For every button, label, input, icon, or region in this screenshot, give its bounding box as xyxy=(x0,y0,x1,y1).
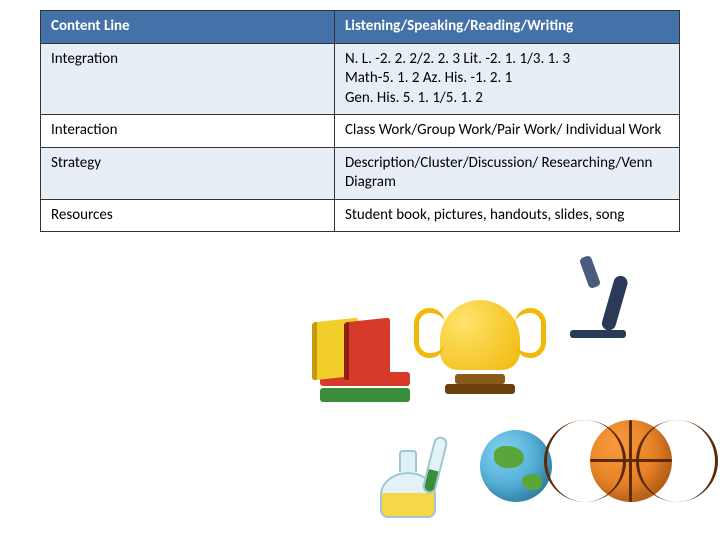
test-tube-icon xyxy=(421,435,449,495)
table-row: Integration N. L. -2. 2. 2/2. 2. 3 Lit. … xyxy=(41,43,680,115)
row-label-strategy: Strategy xyxy=(41,147,335,199)
table-row: Resources Student book, pictures, handou… xyxy=(41,199,680,232)
col-header-left: Content Line xyxy=(41,11,335,44)
flask-icon xyxy=(380,450,436,518)
table-row: Strategy Description/Cluster/Discussion/… xyxy=(41,147,680,199)
clipart-illustration xyxy=(290,300,690,530)
row-value-integration: N. L. -2. 2. 2/2. 2. 3 Lit. -2. 1. 1/3. … xyxy=(334,43,679,115)
row-label-interaction: Interaction xyxy=(41,115,335,148)
basketball-icon xyxy=(590,420,672,502)
table-row: Interaction Class Work/Group Work/Pair W… xyxy=(41,115,680,148)
trophy-icon xyxy=(440,300,520,394)
row-label-resources: Resources xyxy=(41,199,335,232)
row-label-integration: Integration xyxy=(41,43,335,115)
globe-icon xyxy=(480,430,552,502)
table-header-row: Content Line Listening/Speaking/Reading/… xyxy=(41,11,680,44)
col-header-right: Listening/Speaking/Reading/Writing xyxy=(334,11,679,44)
microscope-icon xyxy=(570,330,626,338)
row-value-interaction: Class Work/Group Work/Pair Work/ Individ… xyxy=(334,115,679,148)
content-table: Content Line Listening/Speaking/Reading/… xyxy=(40,10,680,232)
books-icon xyxy=(320,370,410,402)
row-value-resources: Student book, pictures, handouts, slides… xyxy=(334,199,679,232)
row-value-strategy: Description/Cluster/Discussion/ Research… xyxy=(334,147,679,199)
